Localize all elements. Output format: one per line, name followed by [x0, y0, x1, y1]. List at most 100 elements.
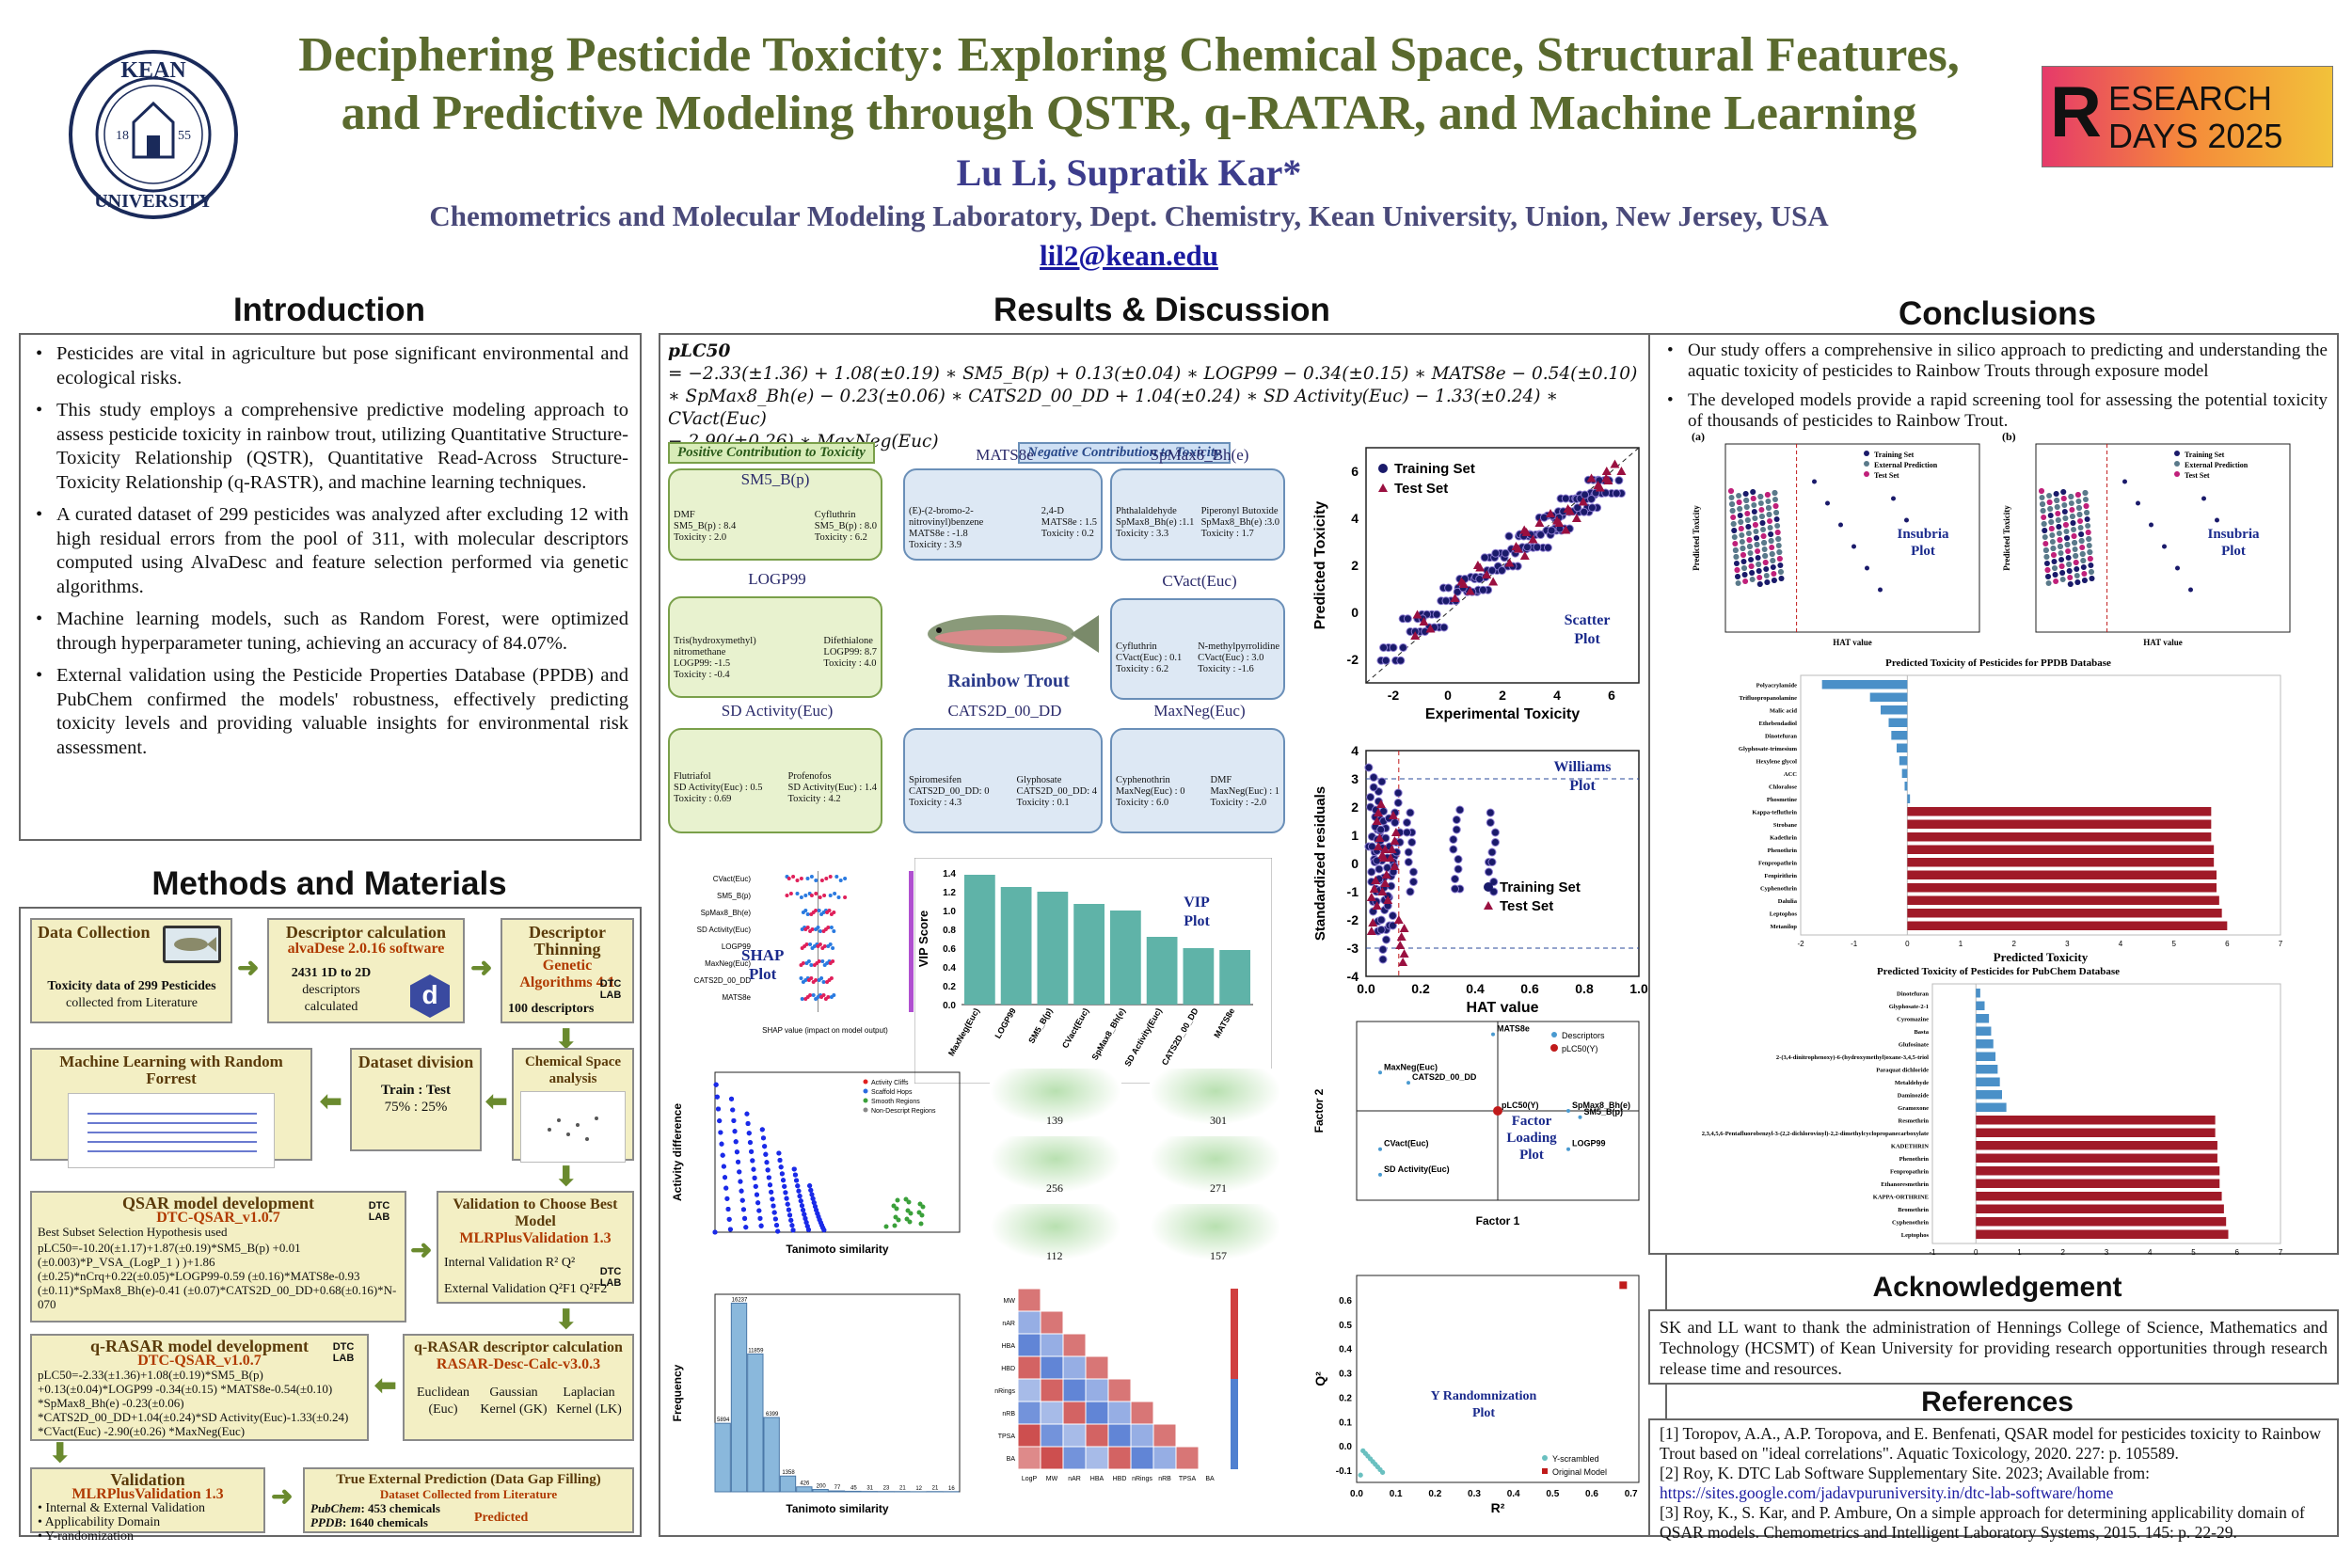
insubria-point: [1733, 554, 1740, 560]
heatmap-x-label: TPSA: [1179, 1476, 1197, 1482]
training-point: [1491, 548, 1501, 558]
cliff-point: [745, 1121, 751, 1127]
cliff-point: [777, 1157, 783, 1163]
y-tick-label: 0: [1351, 856, 1359, 871]
bar-category-label: Glyphosate-trimesium: [1739, 746, 1798, 752]
smooth-point: [905, 1208, 911, 1213]
toxicity-bar: [1976, 1204, 2224, 1213]
training-point: [1398, 643, 1407, 652]
insubria-point: [2081, 571, 2088, 577]
insubria-point: [1745, 531, 1752, 536]
molecule-grid: 139 301 256 271 112 157: [980, 1069, 1300, 1266]
test-point: [1386, 853, 1396, 862]
x-tick-label: 0.0: [1357, 981, 1375, 996]
insubria-point: [1771, 571, 1777, 577]
insubria-point: [2053, 491, 2059, 497]
descriptor-card-sm5: SM5_B(p) DMF SM5_B(p) : 8.4 Toxicity : 2…: [668, 468, 882, 561]
shap-point: [836, 895, 841, 899]
insubria-point: [2052, 565, 2058, 571]
cliff-point: [729, 1096, 735, 1101]
histogram-bar: [796, 1486, 813, 1493]
insubria-point: [2055, 511, 2061, 516]
loading-label: SpMax8_Bh(e): [1572, 1101, 1630, 1110]
shap-point: [801, 911, 805, 914]
smooth-point: [893, 1214, 898, 1220]
cliff-point: [725, 1206, 731, 1212]
insubria-point: [2043, 561, 2050, 566]
cliff-point: [790, 1227, 796, 1233]
insubria-point: [2046, 499, 2053, 505]
authors: Lu Li, Supratik Kar*: [956, 151, 1302, 194]
training-point: [1451, 884, 1460, 894]
insubria-point: [1742, 491, 1749, 497]
insubria-point: [2201, 496, 2206, 501]
vip-plot-label: Plot: [1184, 913, 1210, 929]
test-point: [1419, 617, 1429, 626]
reference-1: [1] Toropov, A.A., A.P. Toropova, and E.…: [1660, 1424, 2321, 1463]
bar-category-label: 2-(3,4-dinitrophenoxy)-6-(hydroxymethyl)…: [1776, 1054, 1929, 1061]
training-point: [1485, 867, 1493, 877]
test-point: [1595, 483, 1605, 492]
cliff-point: [752, 1175, 757, 1180]
acknowledgement-box: SK and LL want to thank the administrati…: [1648, 1309, 2339, 1385]
shap-point: [804, 961, 809, 965]
acknowledgement-heading: Acknowledgement: [1872, 1272, 2122, 1303]
cliff-point: [723, 1185, 729, 1191]
descriptor-card-mats8e: MATS8e (E)-(2-bromo-2-nitrovinyl)benzene…: [903, 447, 1103, 561]
cliff-point: [768, 1182, 772, 1188]
loading-label: CATS2D_00_DD: [1412, 1072, 1477, 1082]
cliff-point: [821, 1227, 827, 1233]
shap-point: [819, 995, 824, 999]
heatmap-cell: [1017, 1401, 1041, 1425]
insubria-point: [2039, 488, 2044, 494]
bar-category-label: Metanilop: [1770, 924, 1797, 930]
reference-2-link[interactable]: https://sites.google.com/jadavpurunivers…: [1660, 1483, 2114, 1502]
legend-label: Descriptors: [1562, 1031, 1605, 1040]
training-point: [1539, 513, 1549, 522]
insubria-point: [1891, 496, 1896, 501]
insubria-point: [2082, 490, 2089, 496]
insubria-point: [1851, 544, 1856, 549]
smooth-point: [903, 1196, 909, 1202]
insubria-point: [2074, 492, 2081, 498]
shap-point: [819, 879, 824, 882]
bar-value: 77: [834, 1485, 841, 1491]
insubria-point: [2054, 504, 2060, 510]
insubria-point: [1732, 547, 1739, 553]
methods-heading: Methods and Materials: [151, 865, 507, 902]
insubria-point: [1763, 566, 1770, 572]
cliff-point: [807, 1183, 813, 1189]
shap-feature-label: SD Activity(Euc): [697, 926, 752, 934]
legend-label: External Prediction: [1874, 461, 1938, 469]
insubria-point: [1750, 489, 1756, 495]
loading-point: [1493, 1106, 1502, 1116]
training-point: [1376, 915, 1386, 925]
insubria-point: [2057, 544, 2063, 549]
bar-value: 5894: [717, 1418, 730, 1423]
heatmap-x-label: HBA: [1090, 1476, 1104, 1482]
shap-plot: CVact(Euc) SM5_B(p) SpMax8_Bh(e) SD Activit…: [694, 871, 914, 1035]
y-tick-label: -2: [1347, 912, 1359, 927]
insubria-point: [1770, 564, 1776, 570]
x-tick-label: -1: [1929, 1248, 1936, 1257]
bar-category-label: Ethebendadiol: [1759, 721, 1798, 727]
test-point: [1534, 518, 1545, 527]
insubria-point: [1878, 587, 1883, 593]
heatmap-cell: [1152, 1423, 1177, 1448]
email-link[interactable]: lil2@kean.edu: [1040, 239, 1218, 272]
insubria-point: [2149, 522, 2153, 528]
insubria-point: [1744, 511, 1751, 516]
cliff-point: [753, 1183, 758, 1189]
vip-bar: [964, 875, 995, 1005]
insubria-point: [2085, 530, 2091, 535]
heatmap-x-label: LogP: [1022, 1476, 1038, 1482]
correlation-heatmap: LogP MW MW nAR nAR HBA HBA HBD HBD nRings nRings nR…: [994, 1288, 1238, 1482]
insubria-point: [2087, 556, 2093, 562]
test-point: [1616, 467, 1627, 475]
shap-point: [795, 879, 800, 882]
x-axis-label: HAT value: [1466, 1000, 1538, 1016]
plot-frame: [1800, 674, 2281, 936]
test-point: [1465, 586, 1475, 595]
training-point: [1478, 585, 1487, 594]
insubria-point: [2054, 498, 2060, 503]
